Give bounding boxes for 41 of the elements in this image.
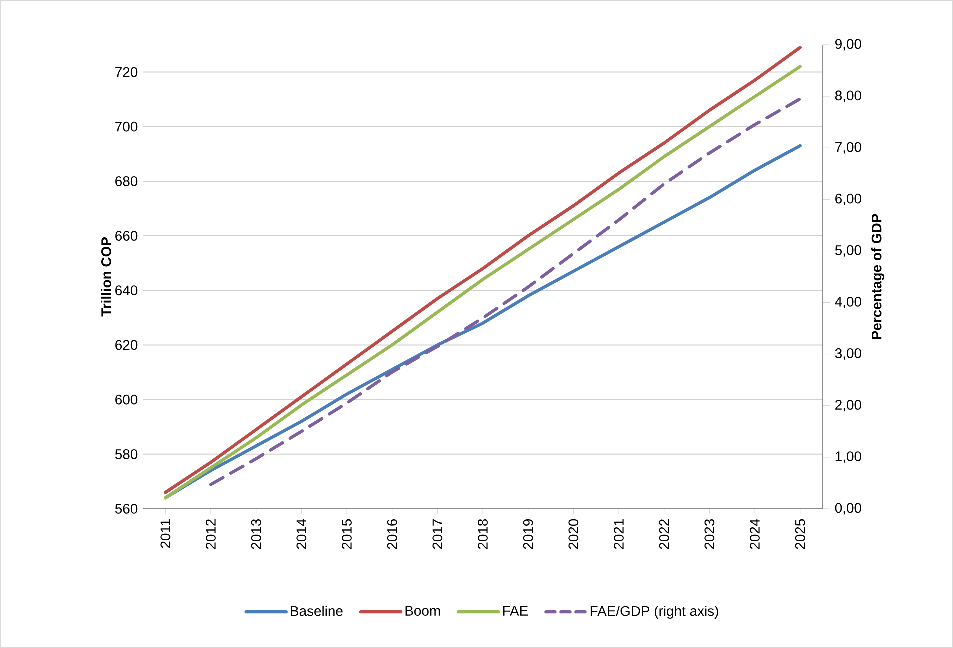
x-tick-label: 2015 — [342, 519, 352, 550]
y-tick-label: 560 — [115, 504, 138, 514]
x-tick-label: 2017 — [432, 520, 443, 550]
x-tick-label: 2014 — [296, 519, 307, 550]
y-tick-label: 620 — [116, 340, 138, 350]
y2-tick-label: 0,00 — [835, 503, 862, 515]
y-tick-label: 640 — [116, 286, 138, 296]
x-tick-label: 2018 — [478, 519, 488, 550]
x-tick-label: 2024 — [750, 519, 760, 550]
y-axis-title: Trillion COP — [101, 238, 112, 317]
y2-tick-label: 3,00 — [835, 348, 862, 360]
x-tick-label: 2020 — [568, 519, 579, 550]
legend-label: FAE — [503, 606, 528, 616]
y2-tick-label: 7,00 — [836, 142, 862, 154]
y-tick-label: 700 — [116, 122, 138, 132]
y2-tick-label: 2,00 — [836, 400, 862, 412]
y2-tick-label: 9,00 — [836, 39, 862, 51]
y2-tick-label: 6,00 — [836, 194, 862, 206]
x-tick-label: 2012 — [206, 520, 216, 550]
x-tick-label: 2023 — [704, 519, 715, 550]
line-series — [209, 98, 802, 486]
y2-tick-label: 1,00 — [836, 452, 862, 464]
x-tick-label: 2025 — [795, 519, 806, 550]
y-tick-label: 680 — [116, 176, 138, 186]
legend-label: Baseline — [291, 606, 343, 616]
legend-label: FAE/GDP (right axis) — [590, 606, 718, 619]
y-tick-label: 580 — [115, 449, 138, 460]
y2-tick-label: 5,00 — [835, 245, 862, 257]
x-tick-label: 2011 — [160, 520, 171, 548]
x-tick-label: 2021 — [614, 520, 624, 550]
y-tick-label: 660 — [116, 231, 138, 241]
y-tick-label: 720 — [116, 67, 138, 78]
y2-tick-label: 8,00 — [835, 90, 862, 102]
y2-tick-label: 4,00 — [835, 296, 862, 309]
y2-axis-title: Percentage of GDP — [872, 214, 885, 340]
x-tick-label: 2019 — [523, 520, 534, 550]
x-tick-label: 2022 — [659, 520, 670, 550]
legend-label: Boom — [406, 606, 440, 616]
x-tick-label: 2013 — [251, 519, 262, 550]
y-tick-label: 600 — [116, 394, 138, 405]
x-tick-label: 2016 — [387, 519, 398, 550]
